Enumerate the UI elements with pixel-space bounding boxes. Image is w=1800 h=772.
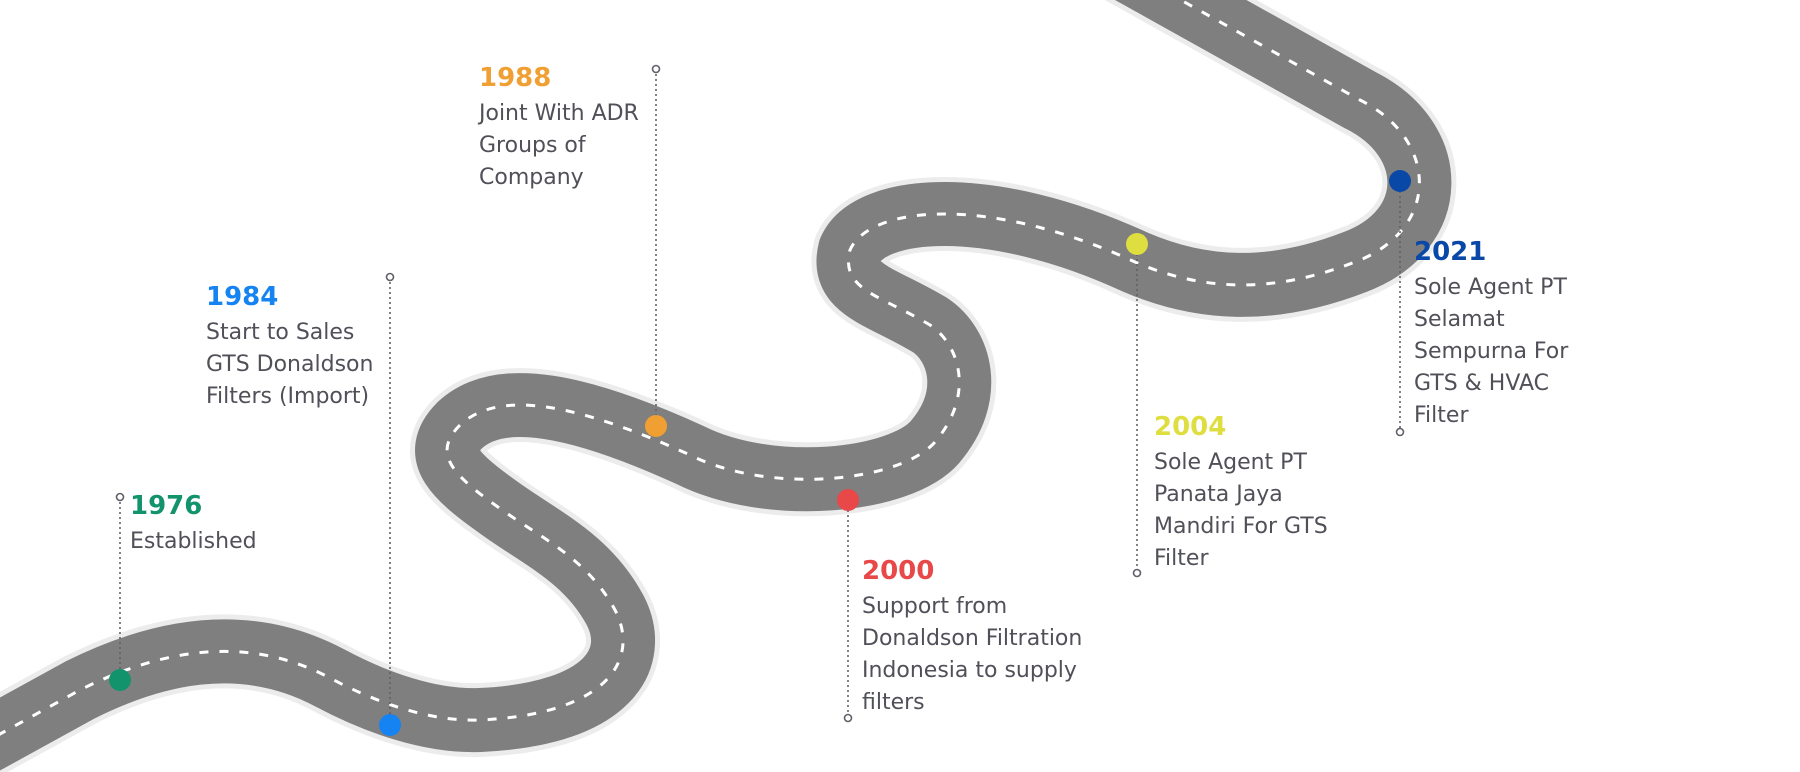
marker-dot-2004 [1126, 233, 1148, 255]
milestone-connectors [109, 64, 1411, 736]
connector-end-1984 [385, 272, 395, 282]
milestone-year: 2021 [1414, 237, 1487, 267]
milestone-year: 1984 [206, 282, 279, 312]
description-line: Filters (Import) [206, 384, 370, 409]
milestone-year: 1976 [130, 491, 203, 521]
milestone-description: Joint With ADR Groups of Company [479, 98, 639, 194]
connector-end-1976 [115, 492, 125, 502]
description-line: Selamat [1414, 307, 1505, 332]
road [0, 0, 1457, 772]
description-line: Groups of [479, 133, 586, 158]
description-line: Sole Agent PT [1154, 450, 1307, 475]
road-center-dashes [0, 0, 1419, 745]
milestone-2004: 2004 Sole Agent PT Panata Jaya Mandiri F… [1154, 411, 1328, 575]
milestone-2021: 2021 Sole Agent PT Selamat Sempurna For … [1414, 236, 1568, 432]
description-line: filters [862, 690, 925, 715]
connector-end-2021 [1395, 427, 1405, 437]
description-line: Panata Jaya [1154, 482, 1283, 507]
description-line: Established [130, 529, 257, 554]
milestone-year: 1988 [479, 63, 552, 93]
description-line: Company [479, 165, 584, 190]
connector-end-1988 [651, 64, 661, 74]
milestone-description: Sole Agent PT Selamat Sempurna For GTS &… [1414, 272, 1568, 432]
milestone-year: 2000 [862, 556, 935, 586]
marker-dot-1976 [109, 669, 131, 691]
description-line: Donaldson Filtration [862, 626, 1083, 651]
description-line: GTS Donaldson [206, 352, 374, 377]
description-line: Joint With ADR [479, 101, 639, 126]
description-line: Start to Sales [206, 320, 355, 345]
marker-dot-2021 [1389, 170, 1411, 192]
milestone-description: Start to Sales GTS Donaldson Filters (Im… [206, 317, 373, 413]
marker-dot-2000 [837, 489, 859, 511]
description-line: Sempurna For [1414, 339, 1569, 364]
description-line: Filter [1154, 546, 1209, 571]
connector-end-2004 [1132, 568, 1142, 578]
milestone-description: Support from Donaldson Filtration Indone… [862, 591, 1082, 719]
milestone-1984: 1984 Start to Sales GTS Donaldson Filter… [206, 281, 373, 413]
milestone-year: 2004 [1154, 412, 1227, 442]
milestone-description: Established [130, 526, 257, 558]
description-line: Filter [1414, 403, 1469, 428]
description-line: Indonesia to supply [862, 658, 1077, 683]
marker-dot-1984 [379, 714, 401, 736]
milestone-1976: 1976 Established [130, 490, 257, 558]
connector-end-2000 [843, 713, 853, 723]
description-line: GTS & HVAC [1414, 371, 1550, 396]
description-line: Mandiri For GTS [1154, 514, 1328, 539]
description-line: Support from [862, 594, 1008, 619]
milestone-2000: 2000 Support from Donaldson Filtration I… [862, 555, 1082, 719]
description-line: Sole Agent PT [1414, 275, 1567, 300]
milestone-1988: 1988 Joint With ADR Groups of Company [479, 62, 639, 194]
milestone-description: Sole Agent PT Panata Jaya Mandiri For GT… [1154, 447, 1328, 575]
marker-dot-1988 [645, 415, 667, 437]
